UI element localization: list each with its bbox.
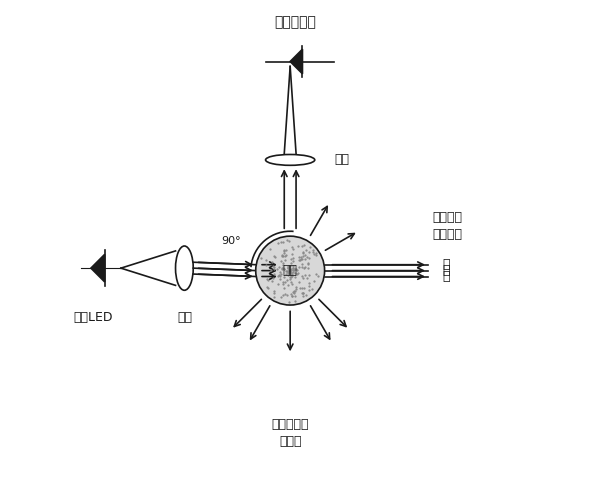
Text: 光: 光 [443,271,450,283]
Text: 透: 透 [443,258,450,271]
Text: 射: 射 [443,264,450,277]
Polygon shape [290,49,302,74]
Text: 透镜: 透镜 [177,311,192,324]
Circle shape [256,236,325,305]
Text: 红外LED: 红外LED [74,311,113,324]
Text: 用来测量
的散射光: 用来测量 的散射光 [433,212,463,241]
Text: 其他方向的
散射光: 其他方向的 散射光 [271,418,309,448]
Text: 透镜: 透镜 [334,154,349,166]
Polygon shape [91,254,104,282]
Text: 90°: 90° [221,236,241,246]
Text: 水样: 水样 [283,264,298,277]
Text: 光敏二级管: 光敏二级管 [274,15,316,29]
